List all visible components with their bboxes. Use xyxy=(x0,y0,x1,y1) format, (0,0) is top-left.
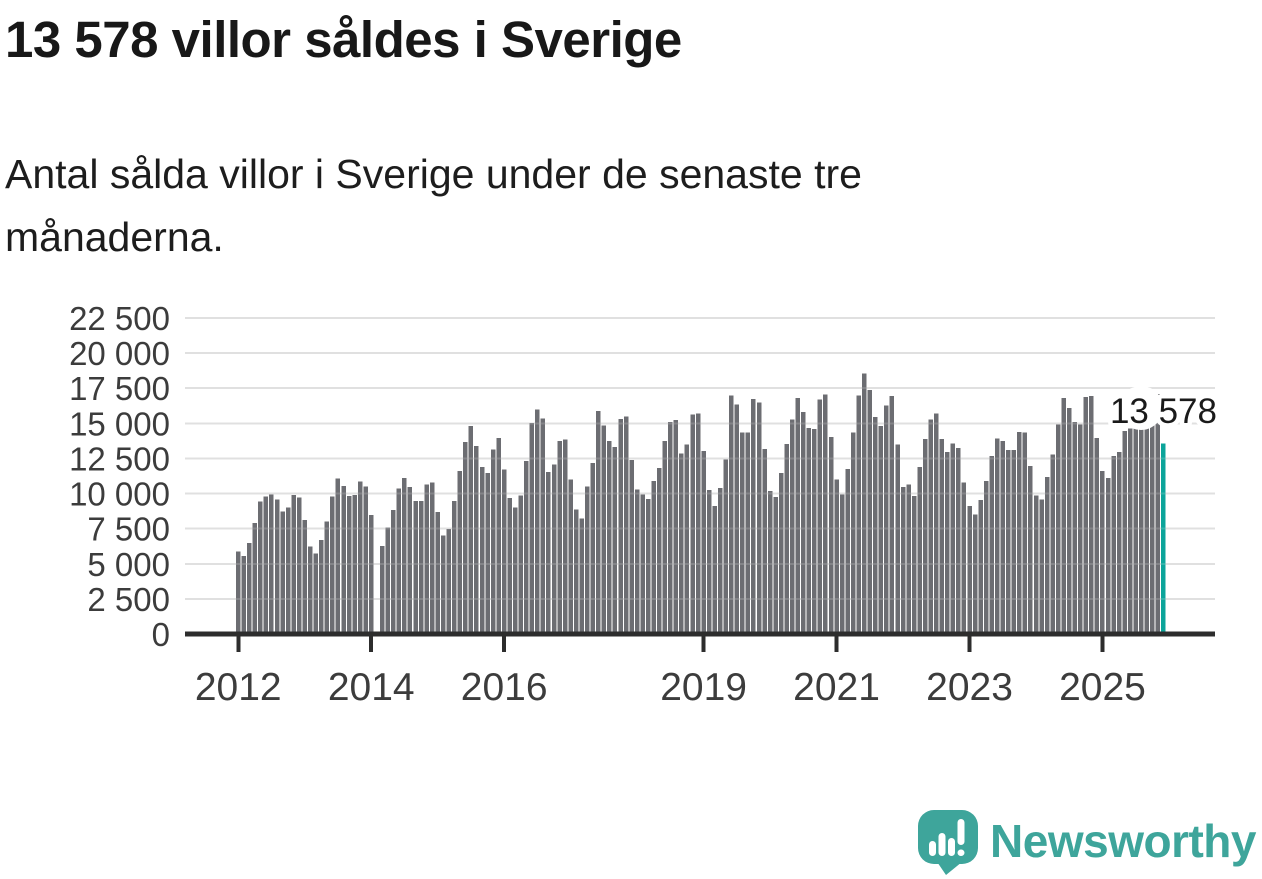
newsworthy-bubble-icon xyxy=(918,809,979,875)
svg-text:5 000: 5 000 xyxy=(87,546,170,583)
newsworthy-wordmark: Newsworthy xyxy=(990,815,1256,867)
x-axis xyxy=(185,631,1215,652)
svg-text:2025: 2025 xyxy=(1059,666,1146,709)
svg-text:2012: 2012 xyxy=(195,666,282,709)
gridlines-overlay xyxy=(185,317,1215,600)
chart-subtitle-line2: månaderna. xyxy=(5,214,224,260)
svg-text:7 500: 7 500 xyxy=(87,511,170,548)
svg-text:10 000: 10 000 xyxy=(69,476,170,513)
svg-text:13 578: 13 578 xyxy=(1110,392,1217,431)
last-value-annotation: 13 578 xyxy=(1105,386,1222,436)
svg-text:2021: 2021 xyxy=(793,666,880,709)
svg-text:2014: 2014 xyxy=(328,666,415,709)
svg-text:2023: 2023 xyxy=(926,666,1013,709)
chart-subtitle-line1: Antal sålda villor i Sverige under de se… xyxy=(5,151,862,197)
svg-text:2019: 2019 xyxy=(660,666,747,709)
svg-text:12 500: 12 500 xyxy=(69,440,170,477)
x-axis-labels: 2012 2014 2016 2019 2021 2023 2025 xyxy=(195,666,1146,709)
svg-text:17 500: 17 500 xyxy=(69,370,170,407)
bars-group xyxy=(236,373,1166,634)
svg-text:15 000: 15 000 xyxy=(69,405,170,442)
page-title: 13 578 villor såldes i Sverige xyxy=(5,11,682,68)
svg-text:2 500: 2 500 xyxy=(87,581,170,618)
svg-text:22 500: 22 500 xyxy=(69,300,170,337)
svg-text:20 000: 20 000 xyxy=(69,335,170,372)
svg-text:0: 0 xyxy=(152,616,170,653)
chart-subtitle: Antal sålda villor i Sverige under de se… xyxy=(5,143,1065,269)
newsworthy-logo: Newsworthy xyxy=(916,807,1256,875)
bubble-bars-icon xyxy=(929,818,965,856)
svg-text:2016: 2016 xyxy=(461,666,548,709)
